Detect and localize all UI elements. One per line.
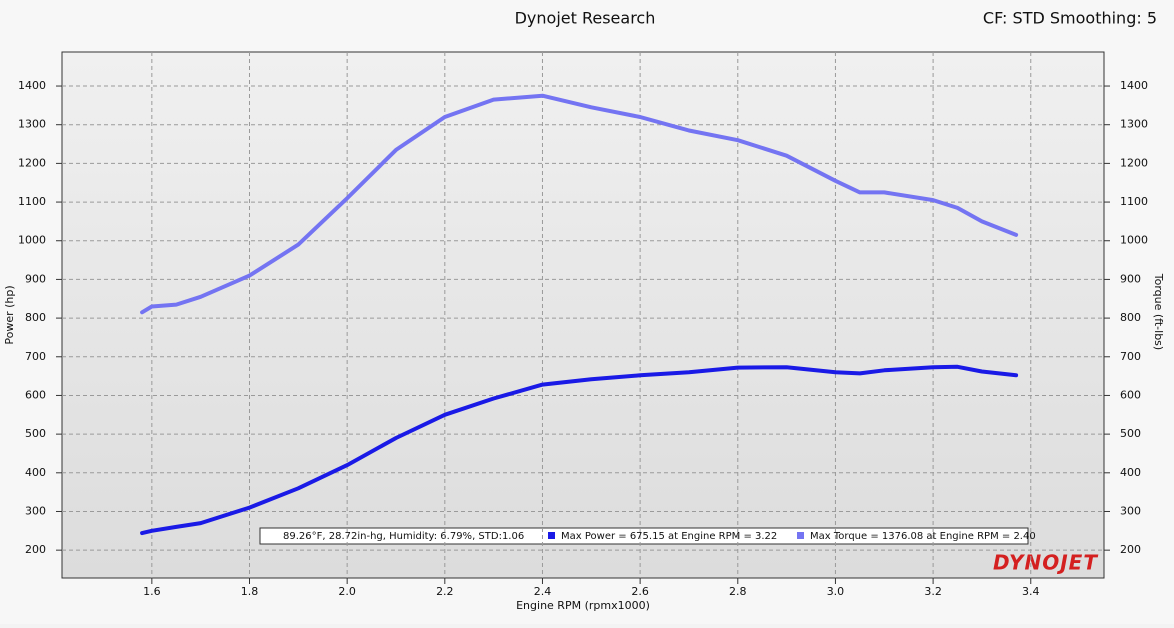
legend-conditions: 89.26°F, 28.72in-hg, Humidity: 6.79%, ST… — [283, 531, 524, 542]
y-tick-label: 1000 — [18, 234, 46, 247]
y2-tick-label: 1000 — [1120, 234, 1148, 247]
series-line — [140, 364, 1019, 536]
legend-box — [259, 527, 1029, 545]
y-tick-label: 600 — [25, 388, 46, 401]
series-line — [140, 93, 1019, 315]
legend-label: Max Torque = 1376.08 at Engine RPM = 2.4… — [810, 531, 1036, 542]
y2-tick-label: 1400 — [1120, 79, 1148, 92]
y-tick-label: 1200 — [18, 156, 46, 169]
x-tick-label: 3.2 — [924, 585, 942, 598]
y2-tick-label: 200 — [1120, 543, 1141, 556]
x-tick-label: 2.6 — [631, 585, 649, 598]
y-tick-label: 900 — [25, 272, 46, 285]
y2-tick-label: 300 — [1120, 504, 1141, 517]
logo: DYNOJET — [993, 551, 1098, 575]
x-tick-label: 3.4 — [1022, 585, 1040, 598]
chart-subtitle: CF: STD Smoothing: 5 — [983, 9, 1157, 28]
y-tick-label: 1400 — [18, 79, 46, 92]
y-axis-label: Power (hp) — [3, 285, 16, 344]
y2-tick-label: 1100 — [1120, 195, 1148, 208]
x-tick-label: 2.0 — [338, 585, 356, 598]
legend-label: Max Power = 675.15 at Engine RPM = 3.22 — [561, 531, 777, 542]
y2-tick-label: 600 — [1120, 388, 1141, 401]
y-tick-label: 400 — [25, 466, 46, 479]
y2-axis-label: Torque (ft-lbs) — [1152, 273, 1165, 350]
y-tick-label: 1300 — [18, 118, 46, 131]
x-axis-label: Engine RPM (rpmx1000) — [516, 599, 650, 612]
y2-tick-label: 1300 — [1120, 118, 1148, 131]
x-tick-label: 2.8 — [729, 585, 747, 598]
x-tick-label: 3.0 — [827, 585, 845, 598]
y2-tick-label: 500 — [1120, 427, 1141, 440]
y-tick-label: 700 — [25, 350, 46, 363]
y2-tick-label: 800 — [1120, 311, 1141, 324]
y-tick-label: 800 — [25, 311, 46, 324]
y2-tick-label: 400 — [1120, 466, 1141, 479]
y2-tick-label: 700 — [1120, 350, 1141, 363]
y2-tick-label: 1200 — [1120, 156, 1148, 169]
legend-swatch — [548, 532, 555, 539]
y2-tick-label: 900 — [1120, 272, 1141, 285]
y-tick-label: 500 — [25, 427, 46, 440]
x-tick-label: 1.8 — [241, 585, 259, 598]
legend-swatch — [797, 532, 804, 539]
y-tick-label: 1100 — [18, 195, 46, 208]
chart-title: Dynojet Research — [515, 9, 656, 28]
plot-area — [61, 51, 1105, 579]
x-tick-label: 2.2 — [436, 585, 454, 598]
x-tick-label: 1.6 — [143, 585, 161, 598]
y-tick-label: 300 — [25, 504, 46, 517]
x-tick-label: 2.4 — [534, 585, 552, 598]
y-tick-label: 200 — [25, 543, 46, 556]
